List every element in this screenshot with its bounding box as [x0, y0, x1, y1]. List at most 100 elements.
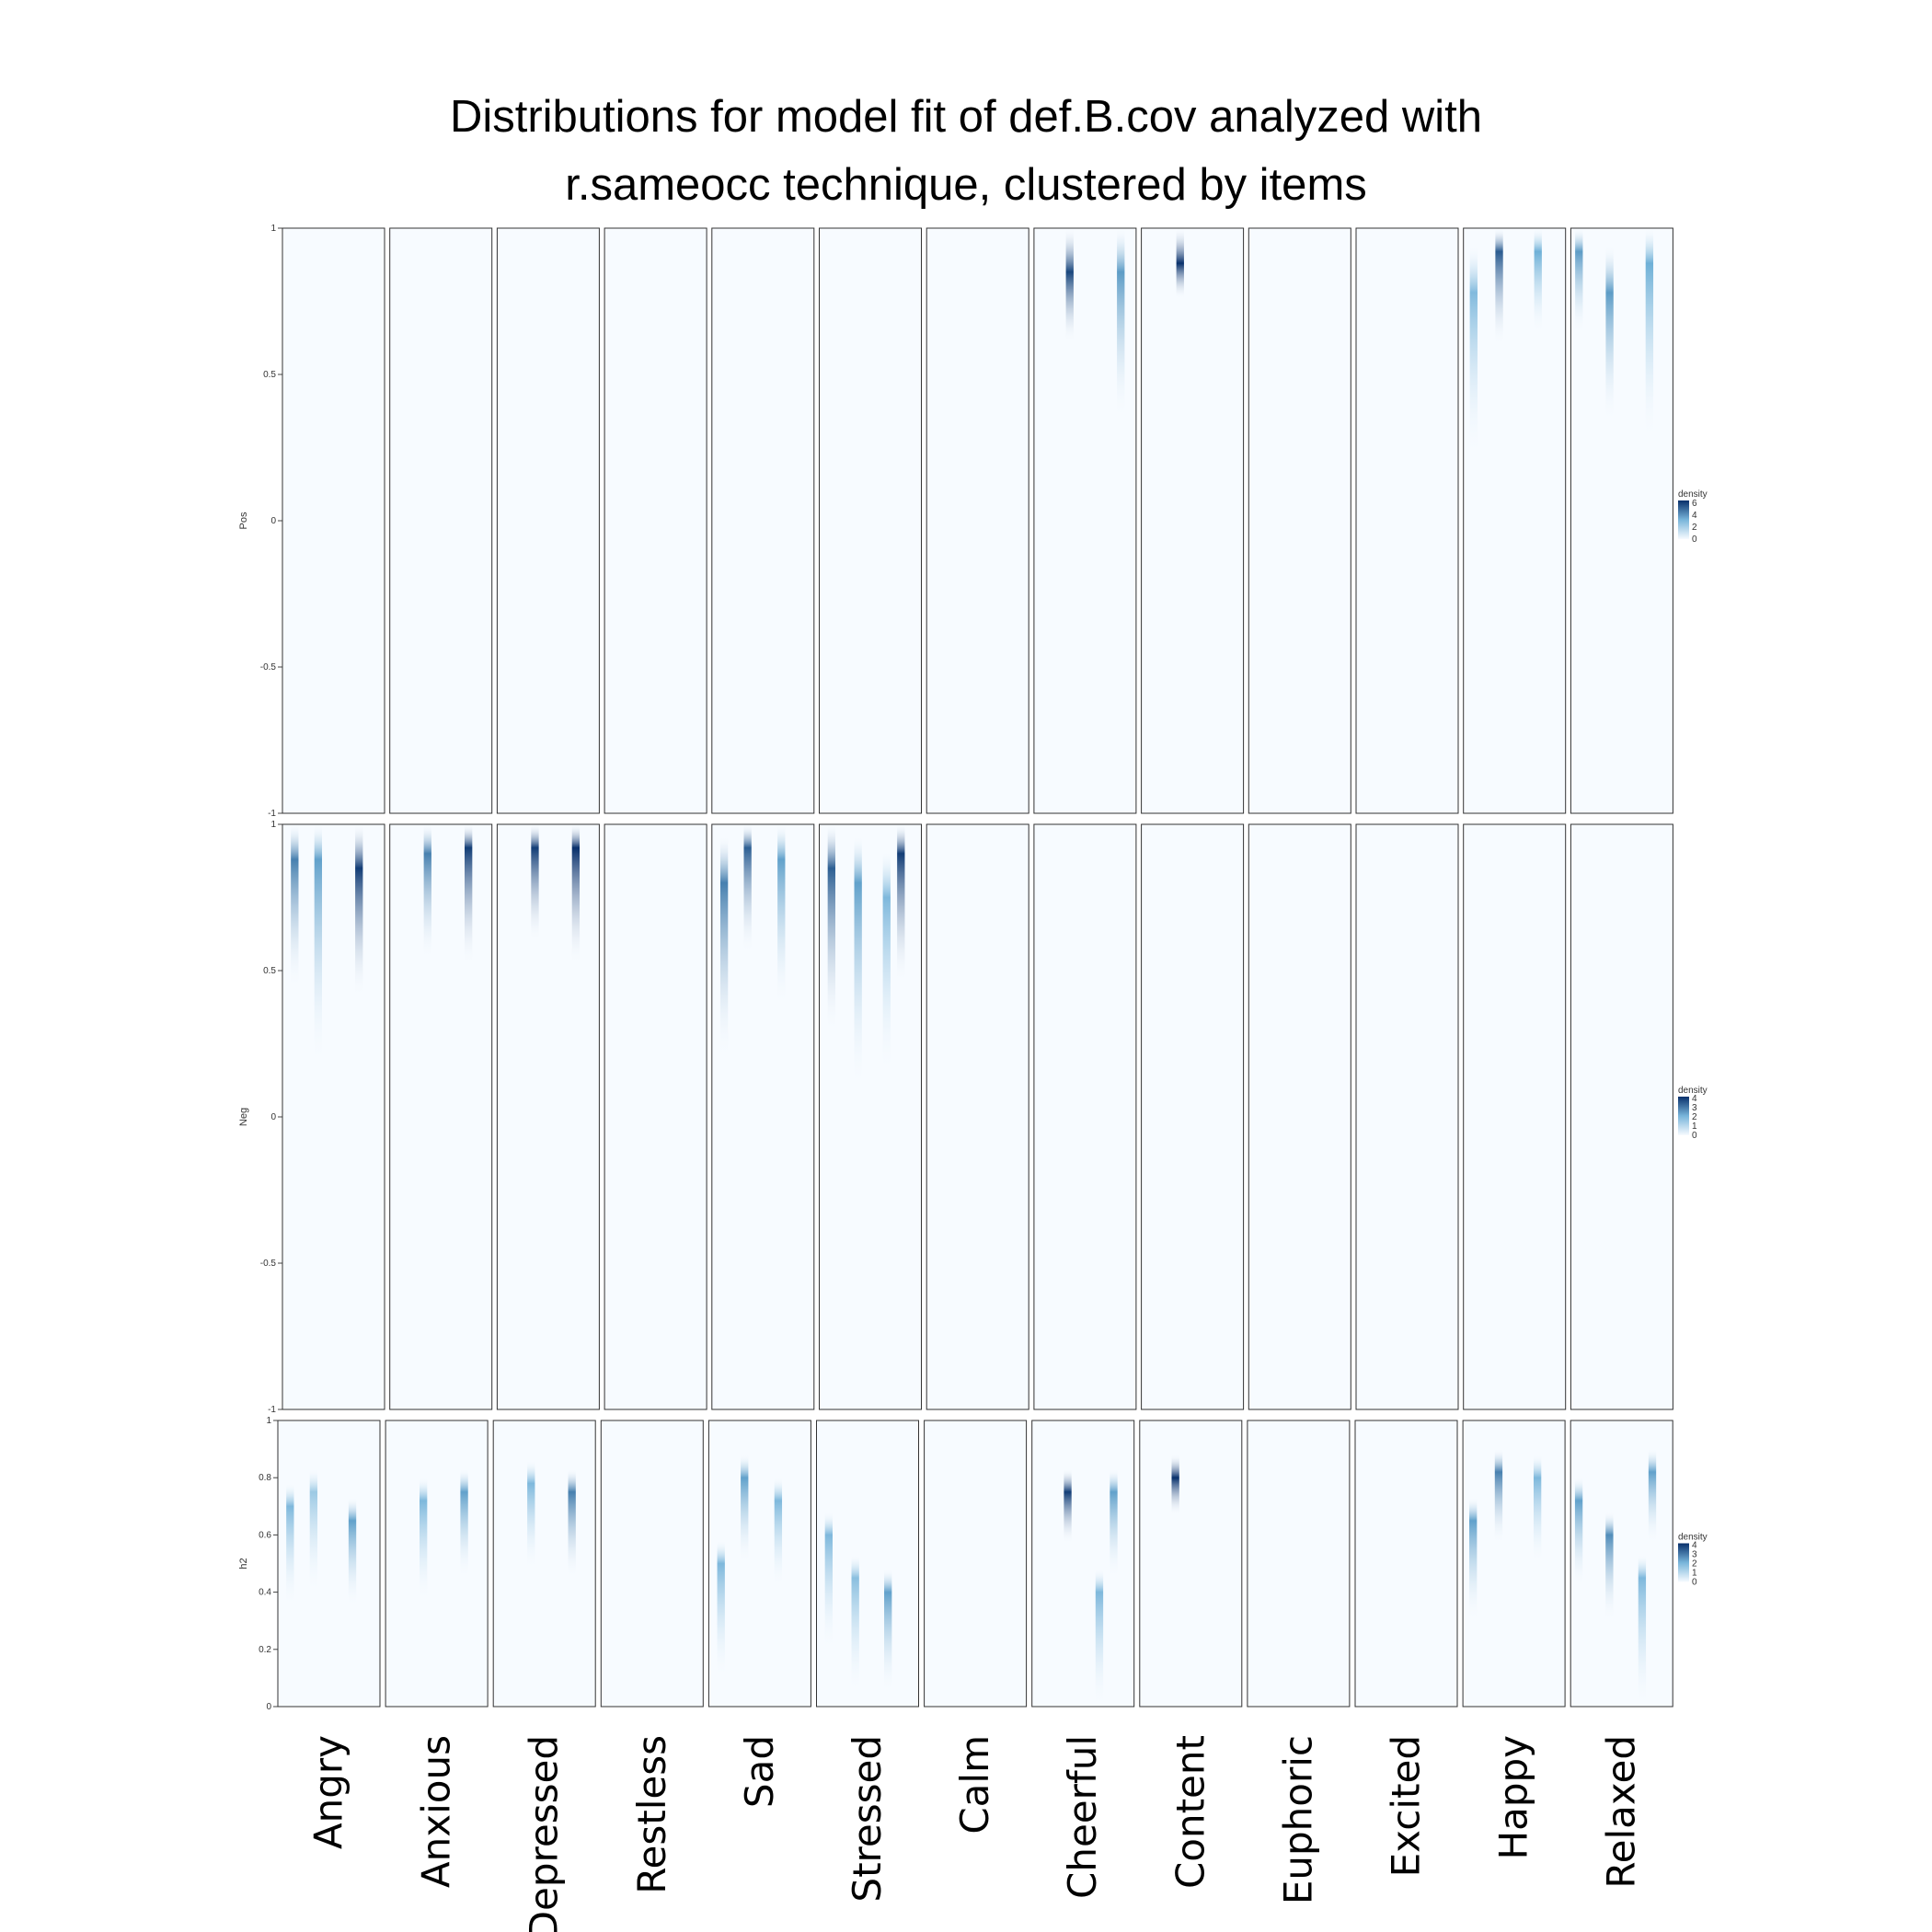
- panel-border: [604, 227, 707, 814]
- density-band: [717, 1420, 725, 1707]
- density-band: [1645, 228, 1654, 813]
- y-tick-label: 0: [266, 1702, 271, 1712]
- panel-background: [385, 1420, 489, 1707]
- panel-border: [496, 823, 600, 1410]
- density-band: [719, 824, 729, 1409]
- panel-background: [497, 824, 600, 1409]
- density-band: [882, 824, 891, 1409]
- panel-border: [277, 1420, 381, 1708]
- category-label: Excited: [1384, 1735, 1429, 1877]
- legend-tick-label: 2: [1692, 1112, 1697, 1122]
- panel-border: [1033, 227, 1137, 814]
- panel-background: [926, 228, 1029, 813]
- y-tick-label: 0.4: [259, 1588, 271, 1598]
- density-band: [1648, 1420, 1657, 1707]
- legend-title: density: [1678, 1533, 1708, 1543]
- panel-background: [1141, 228, 1244, 813]
- panel-border: [1141, 823, 1245, 1410]
- category-label: Depressed: [522, 1735, 567, 1932]
- panel-background: [1247, 1420, 1350, 1707]
- panel-background: [816, 1420, 919, 1707]
- category-label: Cheerful: [1060, 1735, 1105, 1899]
- panel-border: [1355, 823, 1459, 1410]
- category-label: Anxious: [414, 1735, 459, 1888]
- panel-background: [1033, 824, 1136, 1409]
- legend-tick-label: 6: [1692, 499, 1697, 509]
- legend-colorbar: [1678, 500, 1689, 539]
- legend-tick-label: 4: [1692, 511, 1697, 521]
- density-band: [355, 824, 363, 1409]
- density-band: [460, 1420, 468, 1707]
- panel-background: [926, 824, 1029, 1409]
- y-tick-label: 0.6: [259, 1530, 271, 1540]
- panel-background: [1355, 1420, 1457, 1707]
- panel-border: [496, 227, 600, 814]
- panel-border: [600, 1420, 704, 1708]
- panel-background: [1139, 1420, 1242, 1707]
- density-band: [854, 824, 862, 1409]
- y-tick-label: 0: [270, 1112, 276, 1122]
- y-tick-label: -0.5: [260, 1259, 277, 1269]
- legend-tick-label: 0: [1692, 535, 1697, 545]
- density-band: [1469, 1420, 1478, 1707]
- legend-tick-label: 1: [1692, 1569, 1697, 1579]
- legend-colorbar: [1678, 1097, 1689, 1135]
- panel-border: [1463, 227, 1567, 814]
- panel-border: [1247, 1420, 1351, 1708]
- density-band: [827, 824, 835, 1409]
- density-band: [1176, 228, 1184, 813]
- density-band: [1110, 1420, 1118, 1707]
- density-band: [465, 824, 473, 1409]
- category-label: Restless: [629, 1735, 674, 1894]
- panel-background: [1570, 228, 1673, 813]
- panel-border: [1139, 1420, 1243, 1708]
- y-tick-label: 1: [266, 1416, 271, 1426]
- panel-background: [924, 1420, 1027, 1707]
- legend-tick-label: 3: [1692, 1103, 1697, 1113]
- panel-border: [1570, 823, 1673, 1410]
- panel-background: [493, 1420, 596, 1707]
- density-band: [286, 1420, 294, 1707]
- density-band: [777, 824, 786, 1409]
- density-band: [774, 1420, 783, 1707]
- panel-background: [1248, 824, 1351, 1409]
- legend-tick-label: 1: [1692, 1121, 1697, 1132]
- legend-tick-label: 2: [1692, 523, 1697, 533]
- legend-title: density: [1678, 489, 1708, 500]
- panel-background: [819, 228, 922, 813]
- density-band: [1171, 1420, 1179, 1707]
- density-band: [741, 1420, 749, 1707]
- legend-tick-label: 4: [1692, 1094, 1697, 1104]
- category-label: Relaxed: [1599, 1735, 1644, 1889]
- panel-border: [819, 823, 922, 1410]
- panel-background: [282, 824, 385, 1409]
- legend-tick-label: 3: [1692, 1550, 1697, 1560]
- density-band: [1494, 1420, 1503, 1707]
- legend-tick-label: 2: [1692, 1559, 1697, 1570]
- panel-border: [711, 227, 815, 814]
- panel-border: [711, 823, 815, 1410]
- panel-background: [1463, 824, 1566, 1409]
- panel-border: [389, 227, 493, 814]
- panel-border: [389, 823, 493, 1410]
- legend-tick-label: 0: [1692, 1578, 1697, 1588]
- panel-border: [819, 227, 922, 814]
- category-label: Content: [1167, 1735, 1213, 1889]
- density-band: [1117, 228, 1125, 813]
- panel-border: [1031, 1420, 1135, 1708]
- panel-background: [708, 1420, 811, 1707]
- density-band: [348, 1420, 357, 1707]
- panel-border: [1570, 1420, 1673, 1708]
- density-band: [314, 824, 323, 1409]
- panel-background: [282, 228, 385, 813]
- density-band: [1065, 228, 1074, 813]
- density-band: [897, 824, 905, 1409]
- y-tick-label: 0.5: [263, 370, 276, 380]
- panel-background: [389, 228, 492, 813]
- panel-border: [1462, 1420, 1566, 1708]
- legend-colorbar: [1678, 1543, 1689, 1582]
- density-band: [1574, 1420, 1583, 1707]
- panel-background: [1570, 824, 1673, 1409]
- y-tick-label: 0: [270, 516, 276, 526]
- panel-border: [1033, 823, 1137, 1410]
